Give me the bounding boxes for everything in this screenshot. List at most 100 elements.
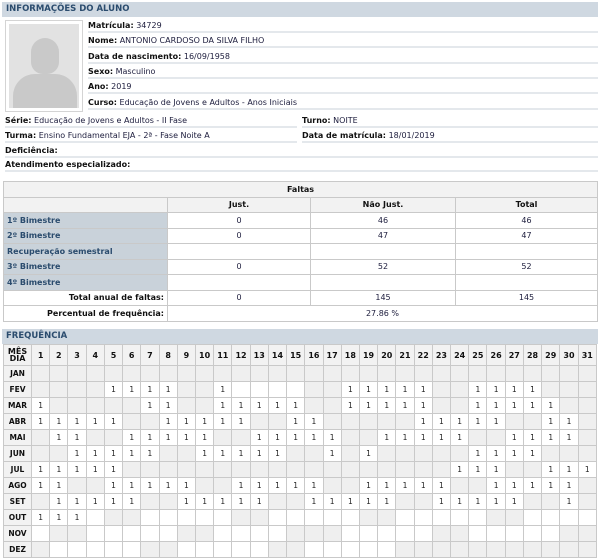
day-cell [213, 525, 233, 542]
day-cell [176, 525, 196, 542]
day-cell [504, 413, 524, 430]
absence-cell: 1 [194, 445, 215, 462]
day-cell [340, 525, 360, 542]
day-cell [522, 413, 543, 430]
day-header: 18 [340, 344, 360, 366]
day-cell [30, 541, 51, 558]
day-cell [85, 381, 105, 398]
day-cell [413, 461, 433, 478]
day-cell [395, 413, 415, 430]
day-cell [377, 525, 397, 542]
day-cell [30, 525, 51, 542]
absence-cell: 1 [85, 461, 105, 478]
day-cell [577, 477, 598, 494]
day-cell [577, 493, 598, 510]
absence-cell: 1 [122, 493, 142, 510]
absence-cell: 1 [140, 445, 160, 462]
day-cell [468, 509, 488, 526]
month-row: JAN [3, 365, 598, 382]
day-cell [158, 509, 178, 526]
absence-cell: 1 [450, 413, 470, 430]
student-info-header: INFORMAÇÕES DO ALUNO [2, 2, 598, 17]
faltas-row: Recuperação semestral [3, 243, 598, 260]
day-cell [322, 525, 342, 542]
day-cell [450, 397, 470, 414]
absence-cell: 1 [395, 477, 415, 494]
field-value: Educação de Jovens e Adultos - Anos Inic… [119, 97, 298, 107]
day-cell [486, 429, 506, 446]
day-cell [103, 365, 124, 382]
row-value [455, 274, 598, 291]
month-label: ABR [3, 413, 32, 430]
day-cell [176, 541, 196, 558]
day-cell [249, 381, 269, 398]
absence-cell: 1 [413, 477, 433, 494]
day-cell [522, 461, 543, 478]
day-cell [559, 541, 579, 558]
absence-cell: 1 [577, 461, 598, 478]
day-cell [286, 509, 306, 526]
absence-cell: 1 [504, 429, 524, 446]
day-header: 9 [176, 344, 196, 366]
day-cell [231, 461, 251, 478]
row-value: 0 [167, 258, 311, 275]
day-cell [30, 445, 51, 462]
day-cell [140, 413, 160, 430]
absence-cell: 1 [522, 445, 543, 462]
day-header: 1 [30, 344, 51, 366]
day-header: 22 [413, 344, 433, 366]
day-cell [176, 365, 196, 382]
month-label: JUN [3, 445, 32, 462]
day-cell [194, 365, 215, 382]
day-header: 2 [49, 344, 69, 366]
absence-cell: 1 [85, 445, 105, 462]
day-cell [231, 429, 251, 446]
day-cell [249, 365, 269, 382]
absence-cell: 1 [304, 429, 324, 446]
day-cell [30, 493, 51, 510]
day-cell [194, 397, 215, 414]
absence-cell: 1 [522, 381, 543, 398]
day-cell [577, 541, 598, 558]
absence-cell: 1 [122, 445, 142, 462]
absence-cell: 1 [286, 429, 306, 446]
month-row: ABR 1 1 1 1 1 1 1 1 1 1 1 1 1 1 1 1 1 1 1 [3, 413, 598, 430]
day-cell [504, 541, 524, 558]
day-cell [103, 541, 124, 558]
day-header: 21 [395, 344, 415, 366]
day-header: 11 [213, 344, 233, 366]
nome-field: Nome: ANTONIO CARDOSO DA SILVA FILHO [88, 34, 598, 49]
absence-cell: 1 [559, 477, 579, 494]
absence-cell: 1 [559, 461, 579, 478]
day-cell [431, 445, 452, 462]
absence-cell: 1 [30, 413, 51, 430]
absence-cell: 1 [358, 445, 379, 462]
day-cell [450, 365, 470, 382]
data-matricula-field: Data de matrícula: 18/01/2019 [302, 129, 598, 143]
absence-cell: 1 [431, 493, 452, 510]
absence-cell: 1 [377, 477, 397, 494]
day-cell [304, 397, 324, 414]
frequencia-header: FREQUÊNCIA [2, 329, 598, 344]
absence-cell: 1 [194, 429, 215, 446]
day-cell [85, 397, 105, 414]
day-cell [85, 365, 105, 382]
absence-cell: 1 [67, 429, 87, 446]
absence-cell: 1 [49, 413, 69, 430]
absence-cell: 1 [486, 413, 506, 430]
absence-cell: 1 [486, 381, 506, 398]
month-row: FEV 1 1 1 1 1 1 1 1 1 1 1 1 1 1 [3, 381, 598, 398]
absence-cell: 1 [377, 397, 397, 414]
absence-cell: 1 [30, 461, 51, 478]
day-cell [213, 477, 233, 494]
day-cell [504, 509, 524, 526]
day-cell [486, 525, 506, 542]
day-cell [522, 541, 543, 558]
day-cell [304, 445, 324, 462]
day-cell [158, 525, 178, 542]
day-cell [431, 509, 452, 526]
absence-cell: 1 [322, 445, 342, 462]
day-cell [140, 461, 160, 478]
day-cell [340, 429, 360, 446]
absence-cell: 1 [486, 493, 506, 510]
